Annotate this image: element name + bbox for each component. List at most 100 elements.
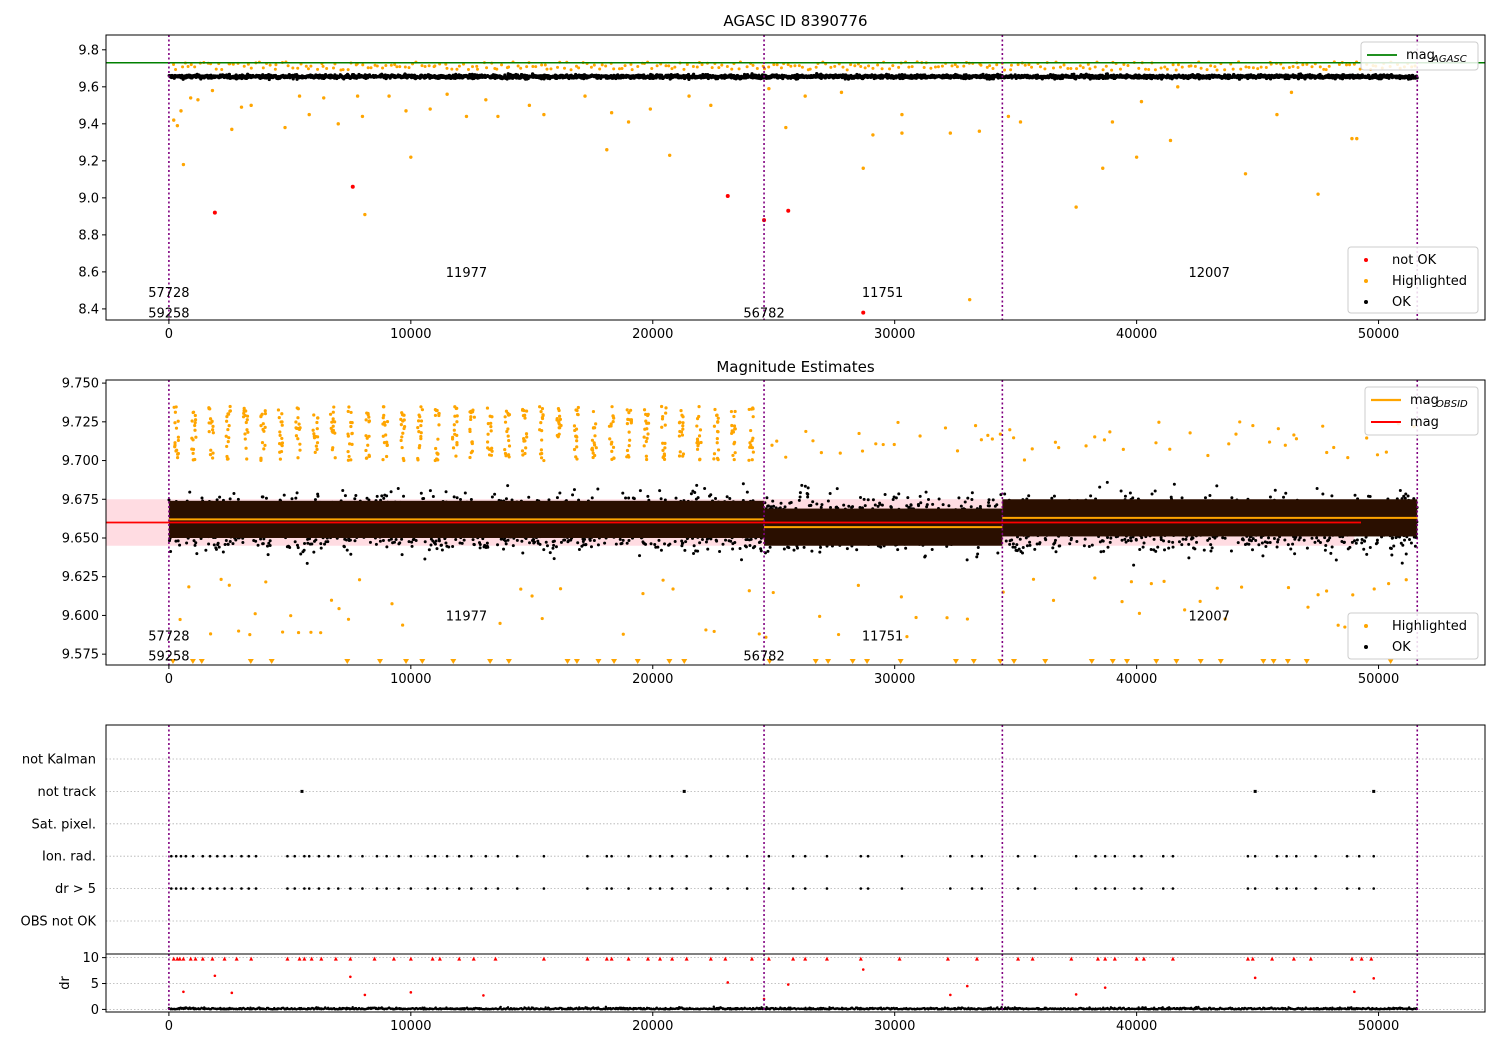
ok-point: [706, 547, 710, 551]
highlighted-point: [710, 66, 714, 70]
highlighted-point: [907, 65, 911, 69]
highlighted-point: [307, 112, 311, 117]
x-tick-label: 0: [165, 327, 173, 342]
highlighted-point: [1066, 67, 1070, 71]
highlighted-point: [420, 64, 424, 68]
ok-point: [282, 493, 286, 497]
highlighted-point: [1213, 65, 1217, 69]
y-tick-label: 8.8: [78, 228, 99, 243]
ok-point: [715, 539, 719, 543]
highlighted-point: [193, 65, 197, 69]
ok-point: [434, 539, 438, 543]
highlighted-point: [1301, 63, 1305, 67]
highlighted-point: [1176, 63, 1180, 67]
ok-point: [693, 490, 697, 494]
ok-point: [554, 545, 558, 549]
highlighted-point: [189, 63, 193, 67]
ok-point: [576, 541, 580, 545]
ok-point: [511, 544, 515, 548]
highlighted-point: [1324, 68, 1328, 72]
highlighted-point: [1153, 68, 1157, 72]
ok-point: [344, 538, 348, 542]
highlighted-point: [725, 64, 729, 68]
ok-point: [704, 540, 708, 544]
highlighted-point: [1147, 67, 1151, 71]
highlighted-point: [283, 125, 287, 130]
chart-title: AGASC ID 8390776: [723, 12, 867, 30]
highlighted-point: [519, 66, 523, 70]
highlighted-point: [1239, 67, 1243, 71]
ok-point: [261, 542, 265, 546]
highlighted-point: [1137, 66, 1141, 70]
highlighted-point: [779, 66, 783, 70]
ok-point: [692, 544, 696, 548]
highlighted-point: [1081, 66, 1085, 70]
y-tick-label: 9.0: [78, 191, 99, 206]
ok-point: [427, 548, 431, 552]
highlighted-point: [948, 131, 953, 135]
ok-point: [200, 496, 204, 500]
ok-point: [288, 546, 292, 550]
highlighted-point: [525, 65, 529, 69]
highlighted-point: [772, 63, 776, 67]
chart-title: Magnitude Estimates: [716, 358, 874, 376]
highlighted-point: [534, 65, 538, 69]
highlighted-point: [322, 96, 326, 100]
ok-point: [256, 543, 260, 547]
ok-point: [551, 546, 555, 550]
highlighted-point: [1039, 65, 1043, 69]
highlighted-point: [407, 66, 411, 70]
highlighted-point: [839, 90, 844, 95]
highlighted-point: [955, 65, 959, 69]
ok-point: [588, 538, 592, 542]
highlighted-point: [1163, 65, 1167, 69]
obsid-label: 11977: [446, 266, 487, 281]
highlighted-point: [261, 66, 265, 70]
ok-point: [528, 541, 532, 545]
y-tick-label: 8.4: [78, 302, 99, 317]
ok-point: [696, 549, 700, 553]
highlighted-point: [174, 68, 178, 72]
highlighted-point: [1023, 63, 1027, 67]
highlighted-point: [1134, 155, 1139, 159]
highlighted-point: [445, 66, 449, 70]
highlighted-point: [457, 64, 461, 68]
ok-point: [721, 542, 725, 546]
highlighted-point: [720, 63, 724, 67]
not-ok-point: [725, 194, 730, 199]
legend-label-not-ok: not OK: [1392, 253, 1437, 268]
ok-point: [228, 497, 232, 501]
ok-point: [431, 494, 435, 498]
highlighted-point: [543, 63, 547, 67]
x-tick-label: 40000: [1116, 327, 1157, 342]
highlighted-point: [1165, 67, 1169, 71]
ok-point: [429, 543, 433, 547]
ok-point: [389, 490, 393, 494]
highlighted-point: [845, 68, 849, 72]
ok-point: [236, 497, 240, 501]
ok-point: [314, 538, 318, 542]
highlighted-point: [1193, 64, 1197, 68]
highlighted-point: [297, 94, 302, 98]
highlighted-point: [1101, 166, 1105, 170]
ok-point: [241, 540, 245, 544]
highlighted-point: [393, 63, 397, 67]
ok-point: [224, 538, 228, 542]
highlighted-point: [1350, 136, 1354, 141]
highlighted-point: [1159, 66, 1163, 70]
ok-point: [490, 495, 494, 499]
highlighted-point: [991, 67, 995, 71]
ok-point: [455, 496, 459, 500]
highlighted-point: [1093, 65, 1097, 69]
highlighted-point: [592, 63, 596, 67]
highlighted-point: [181, 162, 186, 167]
ok-point: [407, 540, 411, 544]
ok-point: [603, 541, 607, 545]
highlighted-point: [910, 65, 914, 69]
obsid-label: 56782: [743, 307, 784, 322]
highlighted-point: [355, 94, 360, 98]
ok-point: [703, 486, 707, 490]
y-tick-label: 8.6: [78, 265, 99, 280]
highlighted-point: [897, 65, 901, 69]
highlighted-point: [210, 88, 215, 93]
